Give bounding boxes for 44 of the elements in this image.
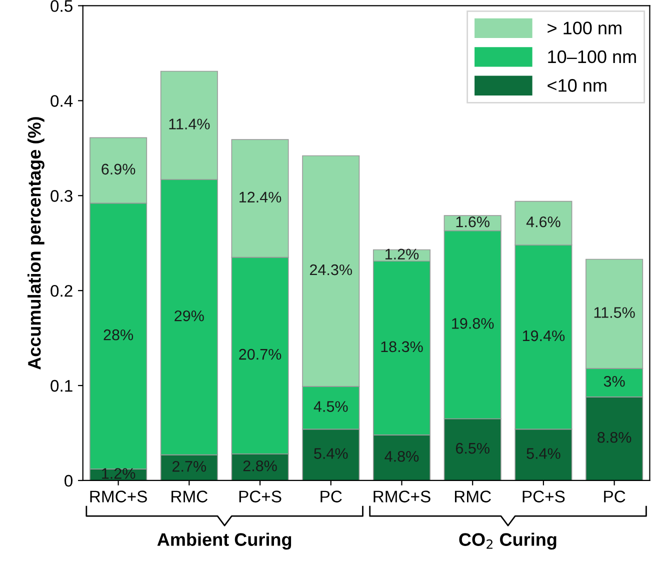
legend-label: > 100 nm — [548, 22, 622, 34]
data-label: 19.8% — [452, 318, 494, 329]
data-label: 4.5% — [314, 401, 348, 412]
x-tick-label: PC+S — [522, 490, 565, 502]
data-label: 2.7% — [172, 460, 206, 472]
y-tick-label: 0.3 — [50, 190, 72, 202]
text: CO$_{2}$ Curing — [459, 532, 556, 550]
x-tick-label: RMC — [454, 490, 491, 502]
data-label: 3% — [604, 376, 625, 387]
data-label: 12.4% — [240, 192, 282, 203]
x-tick-label: PC — [320, 490, 342, 502]
data-label: 2.8% — [243, 460, 277, 472]
data-label: 19.4% — [522, 330, 565, 342]
text: Ambient Curing — [157, 532, 292, 550]
data-label: 20.7% — [239, 348, 282, 360]
data-label: 18.3% — [381, 341, 423, 352]
data-label: 4.6% — [526, 216, 560, 228]
y-tick-label: 0.4 — [50, 95, 73, 107]
y-tick-label: 0 — [64, 474, 72, 487]
data-label: 4.8% — [384, 450, 419, 462]
legend-label: <10 nm — [548, 79, 606, 92]
data-label: 29% — [174, 310, 204, 322]
x-tick-label: PC — [604, 490, 626, 502]
x-tick-label: PC+S — [239, 490, 282, 502]
data-label: 5.4% — [314, 448, 348, 459]
data-label: 11.5% — [594, 307, 635, 318]
data-label: 5.4% — [526, 448, 560, 459]
y-tick-label: 0.2 — [50, 284, 72, 297]
data-label: 11.4% — [169, 118, 210, 130]
data-label: 24.3% — [310, 264, 352, 276]
x-tick-label: RMC+S — [90, 490, 147, 502]
data-label: 6.9% — [102, 164, 136, 175]
legend-label: 10–100 nm — [548, 50, 636, 64]
y-axis-title: Accumulation percentage (%) — [28, 117, 44, 370]
data-label: 28% — [104, 329, 134, 340]
data-label: 8.8% — [598, 432, 632, 443]
y-tick-label: 0.1 — [50, 380, 72, 392]
y-tick-label: 0.5 — [50, 0, 72, 12]
data-label: 1.6% — [456, 216, 490, 228]
data-label: 1.2% — [102, 468, 136, 479]
data-label: 1.2% — [385, 248, 419, 260]
x-tick-label: RMC+S — [374, 490, 430, 502]
x-tick-label: RMC — [172, 490, 208, 502]
data-label: 6.5% — [456, 442, 490, 454]
